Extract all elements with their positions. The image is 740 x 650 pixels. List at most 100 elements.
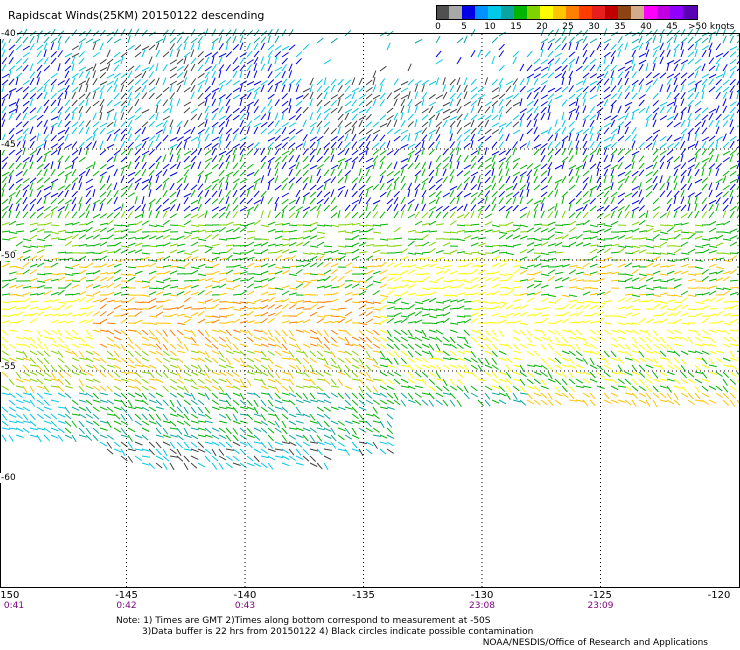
wind-barb [449,133,453,142]
wind-barb [365,140,371,149]
wind-barb [631,191,639,198]
wind-barb [127,141,134,149]
wind-barb [449,154,453,163]
wind-barb [722,184,730,191]
wind-barb [428,357,437,360]
wind-barb [57,161,61,170]
wind-barb [218,413,227,419]
wind-barb [218,272,227,275]
wind-barb [99,112,103,121]
wind-barb [708,49,712,58]
wind-barb [78,66,87,72]
wind-barb [568,350,576,357]
wind-barb [379,78,386,86]
wind-barb [71,52,80,58]
wind-barb [295,320,304,324]
wind-barb [631,170,639,177]
wind-barb [120,273,129,276]
wind-barb [141,140,147,149]
wind-barb [715,57,722,65]
wind-barb [127,427,136,433]
wind-barb [288,105,292,114]
wind-barb [568,70,574,79]
wind-barb [85,245,95,247]
wind-barb [715,86,723,93]
wind-barb [477,198,485,205]
wind-barb [596,385,605,390]
wind-barb [596,73,605,79]
wind-barb [43,192,51,198]
wind-barb [582,140,588,149]
wind-barb [708,35,712,44]
wind-barb [169,80,178,86]
wind-barb [561,112,565,121]
wind-barb [393,244,402,247]
wind-barb [673,336,682,339]
wind-barb [617,336,626,340]
wind-barb [708,141,715,149]
wind-barb [225,329,232,337]
wind-barb [533,58,541,65]
wind-barb [85,38,94,44]
wind-barb [694,203,698,212]
wind-barb [8,78,15,86]
wind-barb [141,136,150,142]
wind-barb [645,164,654,170]
wind-barb [645,259,654,262]
wind-barb [498,84,502,93]
wind-barb [372,77,376,86]
wind-barb [99,127,106,135]
wind-barb [519,133,524,142]
wind-barb [505,210,510,219]
wind-barb [1,133,6,142]
wind-barb [400,129,409,135]
wind-barb [631,265,640,268]
wind-barb [225,149,233,156]
wind-barb [407,143,416,149]
wind-barb [680,237,690,240]
wind-barb [211,206,220,212]
wind-barb [155,93,163,100]
wind-barb [561,364,570,368]
wind-barb [687,105,691,114]
wind-barb [218,343,227,348]
wind-barb [351,266,361,269]
wind-barb [526,50,533,58]
wind-barb [659,252,668,255]
wind-barb [183,290,192,296]
wind-barb [582,49,588,58]
wind-barb [708,257,717,261]
wind-barb [50,182,54,191]
wind-barb [176,84,182,93]
wind-barb [106,49,111,58]
wind-barb [162,210,168,219]
wind-barb [99,329,108,333]
wind-barb [337,98,341,107]
wind-barb [666,343,673,351]
wind-barb [484,272,494,275]
wind-barb [568,371,575,379]
wind-barb [708,297,716,303]
wind-barb [106,164,115,170]
wind-barb [29,35,35,44]
wind-barb [596,350,603,358]
wind-barb [372,129,381,135]
wind-barb [547,243,556,247]
wind-barb [603,175,607,184]
wind-barb [575,350,583,357]
wind-barb [365,420,372,428]
wind-barb [582,114,590,121]
wind-barb [414,38,423,44]
wind-barb [155,231,165,233]
wind-barb [1,156,9,163]
wind-barb [624,106,631,114]
wind-barb [379,261,387,268]
wind-barb [736,145,740,149]
wind-barb [526,64,533,72]
wind-barb [386,364,395,368]
wind-barb [498,43,505,51]
wind-barb [463,252,472,255]
wind-barb [218,133,223,142]
wind-barb [498,279,508,282]
wind-barb [176,126,181,135]
